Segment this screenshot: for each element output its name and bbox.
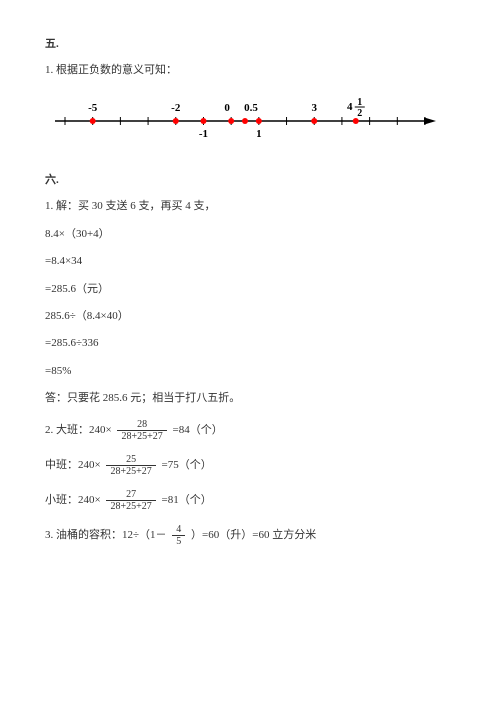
- q3-frac: 4 5: [172, 524, 185, 547]
- svg-text:-5: -5: [88, 102, 98, 114]
- svg-text:1: 1: [256, 128, 262, 140]
- q1-l3: =8.4×34: [45, 254, 455, 269]
- frac-num: 27: [106, 489, 155, 501]
- q2-small-pre: 小班：240×: [45, 494, 101, 506]
- frac-den: 28+25+27: [106, 501, 155, 512]
- svg-text:0.5: 0.5: [244, 102, 258, 114]
- q1-l7: =85%: [45, 364, 455, 379]
- svg-text:4: 4: [347, 101, 353, 113]
- frac-num: 4: [172, 524, 185, 536]
- q2-small-post: =81（个）: [162, 494, 212, 506]
- q3-pre: 3. 油桶的容积：12÷（1－: [45, 529, 167, 541]
- q1-l4: =285.6（元）: [45, 282, 455, 297]
- frac-num: 25: [106, 454, 155, 466]
- q1-l2: 8.4×（30+4）: [45, 227, 455, 242]
- q2-mid-pre: 中班：240×: [45, 459, 101, 471]
- q2-big: 2. 大班：240× 28 28+25+27 =84（个）: [45, 419, 455, 442]
- frac-den: 28+25+27: [106, 466, 155, 477]
- q2-big-frac: 28 28+25+27: [117, 419, 166, 442]
- section5-title: 五.: [45, 35, 455, 51]
- svg-text:3: 3: [311, 102, 317, 114]
- section5-item1: 1. 根据正负数的意义可知：: [45, 63, 455, 78]
- frac-num: 28: [117, 419, 166, 431]
- q1-l1: 1. 解：买 30 支送 6 支，再买 4 支，: [45, 199, 455, 214]
- q2-big-pre: 2. 大班：240×: [45, 424, 112, 436]
- svg-text:1: 1: [357, 97, 362, 108]
- svg-text:0: 0: [224, 102, 230, 114]
- svg-text:2: 2: [357, 108, 362, 119]
- q1-l6: =285.6÷336: [45, 336, 455, 351]
- frac-den: 28+25+27: [117, 431, 166, 442]
- svg-text:-2: -2: [171, 102, 181, 114]
- q1-l8: 答：只要花 285.6 元；相当于打八五折。: [45, 391, 455, 406]
- section6-title: 六.: [45, 171, 455, 187]
- q3-post: ）=60（升）=60 立方分米: [191, 529, 316, 541]
- q3: 3. 油桶的容积：12÷（1－ 4 5 ）=60（升）=60 立方分米: [45, 524, 455, 547]
- svg-text:-1: -1: [199, 128, 208, 140]
- q2-small: 小班：240× 27 28+25+27 =81（个）: [45, 489, 455, 512]
- q2-big-post: =84（个）: [173, 424, 223, 436]
- number-line-chart: -5-2-100.513412: [45, 93, 455, 151]
- q2-mid-post: =75（个）: [162, 459, 212, 471]
- q2-mid-frac: 25 28+25+27: [106, 454, 155, 477]
- frac-den: 5: [172, 536, 185, 547]
- q2-mid: 中班：240× 25 28+25+27 =75（个）: [45, 454, 455, 477]
- q1-l5: 285.6÷（8.4×40）: [45, 309, 455, 324]
- q2-small-frac: 27 28+25+27: [106, 489, 155, 512]
